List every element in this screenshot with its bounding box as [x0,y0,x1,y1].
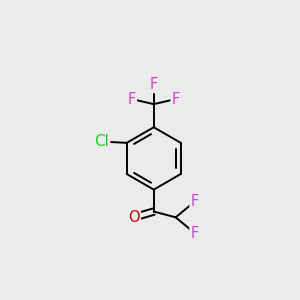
Text: F: F [190,194,199,209]
Text: F: F [128,92,136,106]
Text: F: F [190,226,199,241]
Text: Cl: Cl [94,134,109,149]
Text: F: F [150,77,158,92]
Text: O: O [128,210,140,225]
Text: F: F [172,92,180,106]
